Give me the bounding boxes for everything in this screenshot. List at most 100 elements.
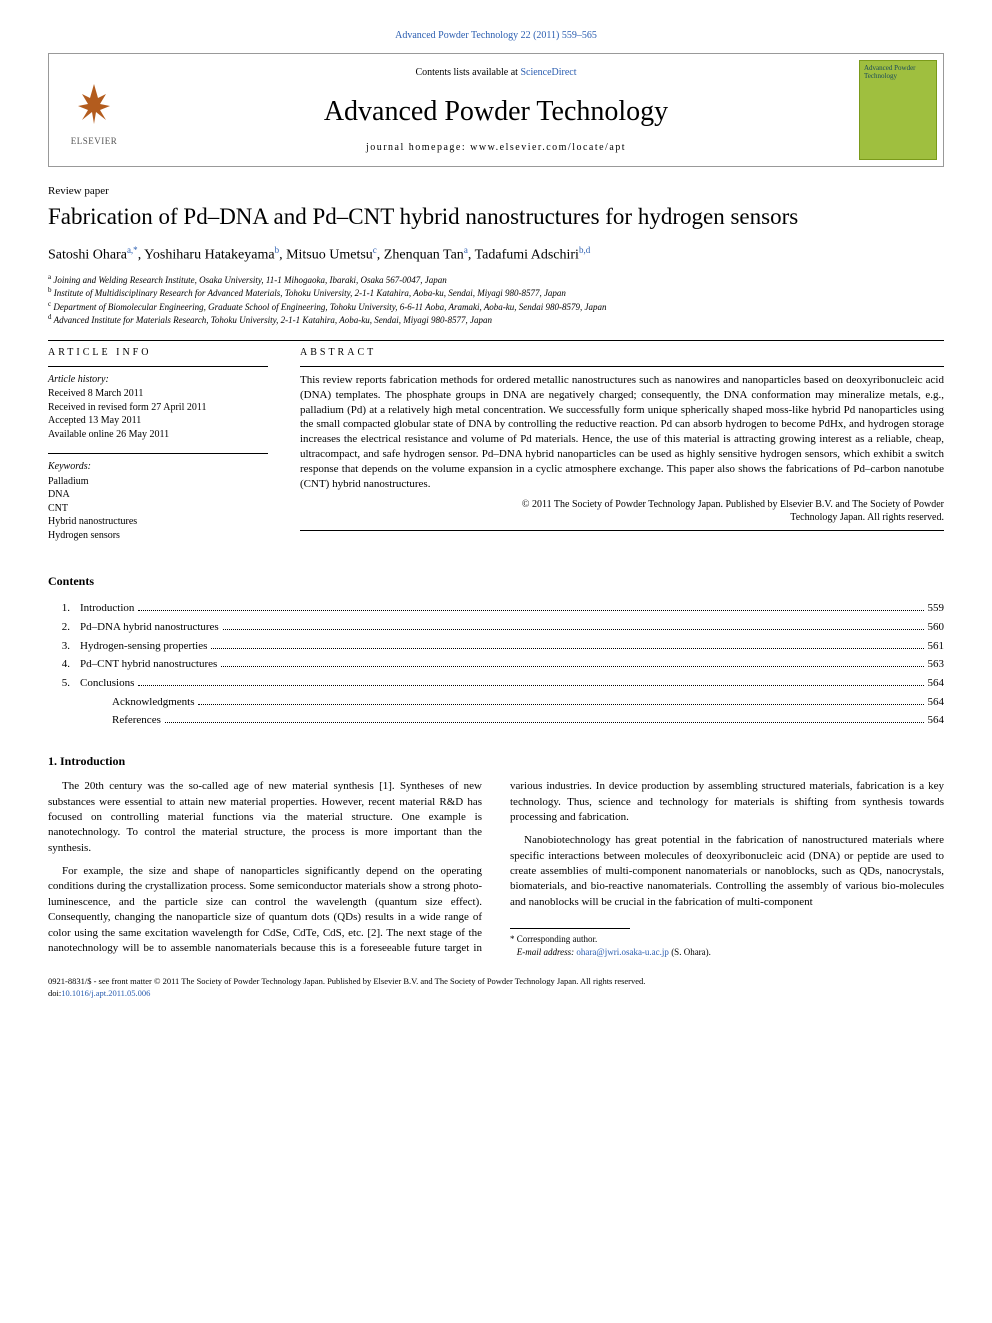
affil-mark: b (48, 286, 52, 294)
toc-label: Pd–DNA hybrid nanostructures (80, 618, 219, 637)
corr-email-link[interactable]: ohara@jwri.osaka-u.ac.jp (576, 947, 669, 957)
divider (300, 366, 944, 367)
body-columns: The 20th century was the so-called age o… (48, 779, 944, 958)
article-info-heading: ARTICLE INFO (48, 347, 268, 358)
keyword: Palladium (48, 475, 268, 489)
affiliation: a Joining and Welding Research Institute… (48, 273, 944, 286)
toc-page: 564 (928, 711, 945, 730)
toc-label: Introduction (80, 599, 134, 618)
affiliation: d Advanced Institute for Materials Resea… (48, 313, 944, 326)
sciencedirect-link[interactable]: ScienceDirect (520, 67, 576, 78)
toc-dots (221, 666, 923, 667)
toc-dots (223, 629, 924, 630)
toc-item: 4. Pd–CNT hybrid nanostructures 563 (48, 655, 944, 674)
affil-mark: d (48, 313, 52, 321)
author-affil-mark: b (275, 245, 280, 255)
section-heading: 1. Introduction (48, 754, 944, 769)
toc-item: 5. Conclusions 564 (48, 674, 944, 693)
corr-label: Corresponding author. (517, 934, 598, 944)
toc-item: 3. Hydrogen-sensing properties 561 (48, 637, 944, 656)
toc-page: 560 (928, 618, 945, 637)
corr-divider (510, 928, 630, 929)
abstract-text: This review reports fabrication methods … (300, 373, 944, 492)
affil-text: Joining and Welding Research Institute, … (53, 275, 446, 285)
author-name: Satoshi Ohara (48, 247, 127, 262)
history-line: Available online 26 May 2011 (48, 428, 268, 442)
keywords-label: Keywords: (48, 460, 268, 474)
paper-title: Fabrication of Pd–DNA and Pd–CNT hybrid … (48, 203, 944, 231)
history-label: Article history: (48, 373, 268, 387)
abstract-heading: ABSTRACT (300, 347, 944, 358)
cover-thumbnail-block: Advanced Powder Technology (853, 54, 943, 166)
toc-dots (198, 704, 923, 705)
journal-cover-thumb: Advanced Powder Technology (859, 60, 937, 160)
divider (48, 340, 944, 341)
corr-star: * (510, 934, 515, 944)
keyword: Hybrid nanostructures (48, 515, 268, 529)
toc-item-sub: References 564 (48, 711, 944, 730)
history-line: Received in revised form 27 April 2011 (48, 401, 268, 415)
author-name: Yoshiharu Hatakeyama (144, 247, 274, 262)
divider (48, 366, 268, 367)
toc-label: Acknowledgments (112, 693, 194, 712)
toc-item: 1. Introduction 559 (48, 599, 944, 618)
author-name: Mitsuo Umetsu (286, 247, 373, 262)
history-line: Accepted 13 May 2011 (48, 414, 268, 428)
info-abstract-row: ARTICLE INFO Article history: Received 8… (48, 347, 944, 555)
toc-dots (165, 722, 924, 723)
email-label: E-mail address: (517, 947, 574, 957)
keywords-block: Keywords: Palladium DNA CNT Hybrid nanos… (48, 460, 268, 542)
elsevier-tree-icon (64, 74, 124, 134)
toc-page: 559 (928, 599, 945, 618)
top-citation: Advanced Powder Technology 22 (2011) 559… (48, 30, 944, 41)
copyright-line: © 2011 The Society of Powder Technology … (300, 498, 944, 524)
author-name: Zhenquan Tan (384, 247, 464, 262)
author-affil-mark: a (464, 245, 468, 255)
toc-num: 5. (48, 674, 70, 693)
affiliation: b Institute of Multidisciplinary Researc… (48, 286, 944, 299)
keyword: Hydrogen sensors (48, 529, 268, 543)
toc-num: 2. (48, 618, 70, 637)
author-name: Tadafumi Adschiri (475, 247, 579, 262)
divider (48, 453, 268, 454)
keyword: DNA (48, 488, 268, 502)
journal-title: Advanced Powder Technology (147, 96, 845, 128)
doi-link[interactable]: 10.1016/j.apt.2011.05.006 (61, 988, 150, 998)
toc-item-sub: Acknowledgments 564 (48, 693, 944, 712)
affil-mark: c (48, 300, 51, 308)
masthead: ELSEVIER Contents lists available at Sci… (48, 53, 944, 167)
toc-page: 563 (928, 655, 945, 674)
toc-label: Pd–CNT hybrid nanostructures (80, 655, 217, 674)
affil-text: Advanced Institute for Materials Researc… (54, 315, 492, 325)
toc-num: 1. (48, 599, 70, 618)
toc-label: References (112, 711, 161, 730)
body-paragraph: Nanobiotechnology has great potential in… (510, 833, 944, 910)
toc-page: 564 (928, 674, 945, 693)
footer-copyright: 0921-8831/$ - see front matter © 2011 Th… (48, 976, 944, 987)
top-citation-link[interactable]: Advanced Powder Technology 22 (2011) 559… (395, 30, 597, 41)
toc-item: 2. Pd–DNA hybrid nanostructures 560 (48, 618, 944, 637)
toc-label: Hydrogen-sensing properties (80, 637, 207, 656)
toc-dots (211, 648, 923, 649)
toc-num: 3. (48, 637, 70, 656)
affil-mark: a (48, 273, 51, 281)
author-list: Satoshi Oharaa,*, Yoshiharu Hatakeyamab,… (48, 245, 944, 264)
contents-prefix: Contents lists available at (415, 67, 520, 78)
masthead-center: Contents lists available at ScienceDirec… (139, 54, 853, 166)
article-type: Review paper (48, 185, 944, 197)
affiliation: c Department of Biomolecular Engineering… (48, 300, 944, 313)
contents-heading: Contents (48, 574, 944, 589)
publisher-logo-block: ELSEVIER (49, 54, 139, 166)
article-info: ARTICLE INFO Article history: Received 8… (48, 347, 268, 555)
toc-label: Conclusions (80, 674, 134, 693)
author-affil-mark: a,* (127, 245, 138, 255)
footer: 0921-8831/$ - see front matter © 2011 Th… (48, 976, 944, 999)
author-affil-mark: b,d (579, 245, 590, 255)
journal-homepage: journal homepage: www.elsevier.com/locat… (147, 142, 845, 153)
author-affil-mark: c (373, 245, 377, 255)
affil-text: Department of Biomolecular Engineering, … (53, 302, 606, 312)
publisher-name: ELSEVIER (71, 136, 118, 146)
doi-label: doi: (48, 988, 61, 998)
affil-text: Institute of Multidisciplinary Research … (54, 288, 566, 298)
history-line: Received 8 March 2011 (48, 387, 268, 401)
